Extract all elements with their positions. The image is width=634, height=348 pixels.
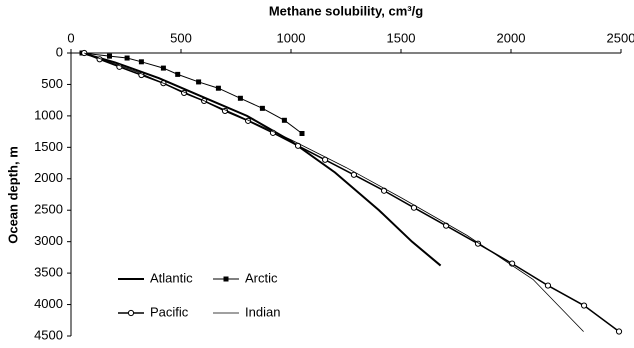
point <box>196 79 202 85</box>
point <box>615 328 623 335</box>
y-tick-label: 3500 <box>34 265 63 280</box>
legend-label: Atlantic <box>150 270 193 285</box>
point <box>299 130 305 136</box>
y-axis-title: Ocean depth, m <box>5 146 20 244</box>
legend-label: Arctic <box>245 270 278 285</box>
legend-marker <box>223 276 229 282</box>
x-tick-label: 2500 <box>607 30 634 45</box>
point <box>124 55 130 61</box>
y-tick-label: 500 <box>41 76 63 91</box>
y-tick-label: 4500 <box>34 327 63 342</box>
point <box>474 240 482 247</box>
series-line <box>81 52 303 134</box>
x-tick-label: 0 <box>67 30 74 45</box>
legend-box <box>100 258 290 328</box>
point <box>259 105 265 111</box>
chart-title: Methane solubility, cm³/g <box>269 3 423 18</box>
x-tick-label: 500 <box>170 30 192 45</box>
series-line <box>81 52 442 267</box>
y-tick-label: 2000 <box>34 170 63 185</box>
point <box>160 65 166 71</box>
legend-label: Indian <box>245 304 280 319</box>
y-tick-label: 0 <box>56 44 63 59</box>
point <box>175 71 181 77</box>
x-tick-label: 2000 <box>497 30 526 45</box>
y-tick-label: 1000 <box>34 107 63 122</box>
y-tick-label: 2500 <box>34 202 63 217</box>
point <box>107 53 112 59</box>
x-tick-label: 1000 <box>277 30 306 45</box>
point <box>580 302 588 309</box>
legend-label: Pacific <box>150 304 189 319</box>
y-tick-label: 1500 <box>34 139 63 154</box>
point <box>215 85 221 91</box>
series-line <box>84 52 584 332</box>
point <box>138 59 144 65</box>
x-tick-label: 1500 <box>387 30 416 45</box>
y-tick-label: 4000 <box>34 296 63 311</box>
legend-marker <box>127 309 135 317</box>
point <box>544 282 552 289</box>
y-tick-label: 3000 <box>34 233 63 248</box>
point <box>237 95 243 101</box>
point <box>281 117 287 123</box>
